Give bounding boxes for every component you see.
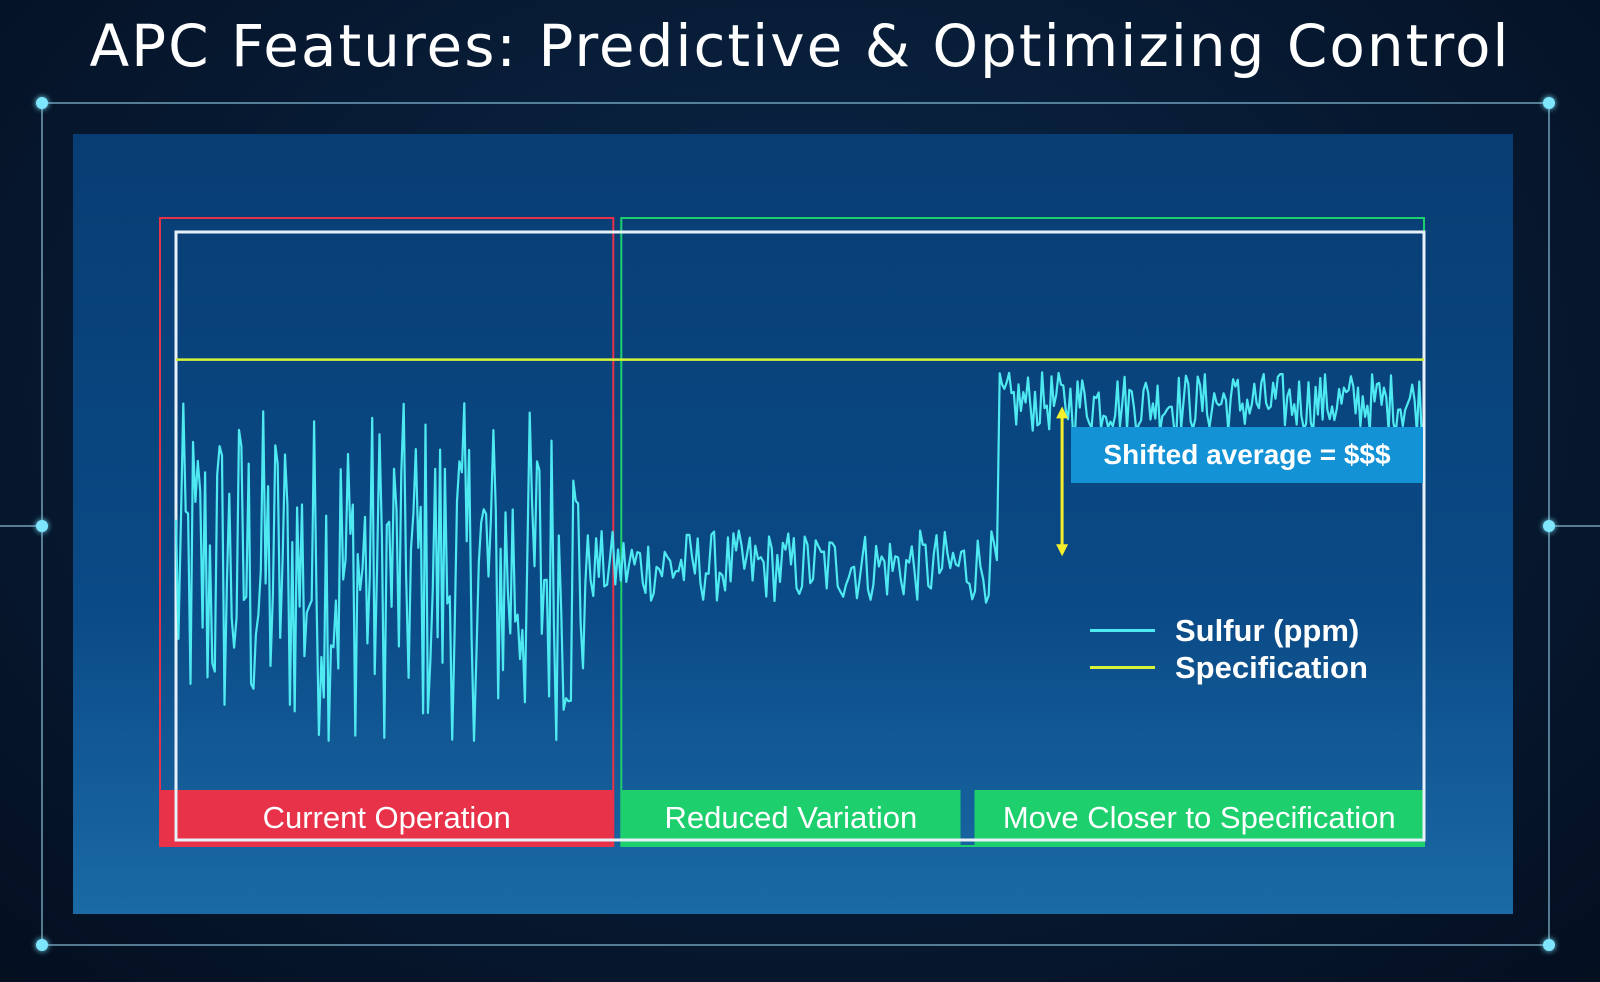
region-label-current-operation: Current Operation: [262, 800, 511, 835]
legend-label-sulfur: Sulfur (ppm): [1175, 612, 1360, 648]
slide-title: APC Features: Predictive & Optimizing Co…: [89, 12, 1511, 80]
region-label-reduced-variation: Reduced Variation: [664, 800, 918, 835]
shift-arrow-head-up: [1056, 406, 1069, 419]
legend-swatch-specification: [1090, 666, 1155, 669]
region-box-current-operation: [160, 790, 614, 846]
sulfur-line: [174, 371, 1423, 742]
frame-dot-mid-left: [36, 520, 48, 532]
frame-dot-bottom-left: [36, 939, 48, 951]
shift-arrow-head-down: [1056, 544, 1069, 557]
legend-item-specification: Specification: [1090, 649, 1368, 686]
legend: Sulfur (ppm) Specification: [1090, 612, 1368, 686]
region-label-move-closer: Move Closer to Specification: [1002, 800, 1396, 835]
frame-dot-bottom-right: [1543, 939, 1555, 951]
legend-item-sulfur: Sulfur (ppm): [1090, 612, 1368, 649]
region-box-move-closer: [974, 790, 1424, 846]
frame-right-stub: [1548, 525, 1600, 527]
legend-label-specification: Specification: [1175, 649, 1368, 685]
frame-dot-top-right: [1543, 97, 1555, 109]
frame-top-line: [42, 102, 1550, 104]
legend-swatch-sulfur: [1090, 629, 1155, 632]
frame-dot-top-left: [36, 97, 48, 109]
frame-dot-mid-right: [1543, 520, 1555, 532]
region-box-green-outline: [620, 217, 1425, 847]
frame-bottom-line: [42, 944, 1550, 946]
region-box-reduced-variation: [621, 790, 961, 846]
frame-left-stub: [0, 525, 42, 527]
shift-arrow: [1056, 406, 1069, 557]
shifted-average-annotation: Shifted average = $$$: [1071, 427, 1423, 483]
